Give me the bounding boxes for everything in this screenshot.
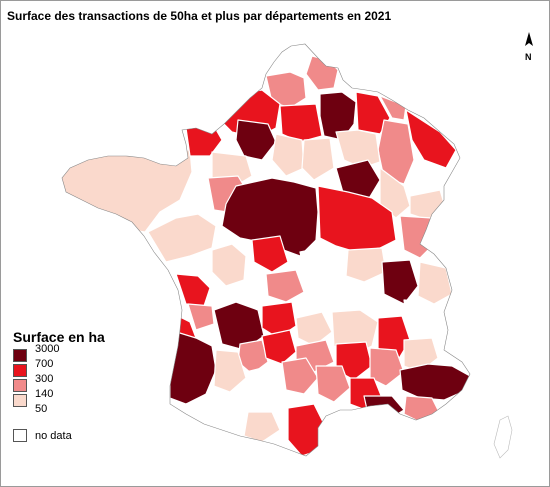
calvados-department [235, 119, 277, 161]
deux-sevres-department [211, 243, 247, 287]
legend-row: 140 [13, 388, 105, 409]
haute-marne-department [379, 167, 411, 219]
legend-row: no data [13, 429, 105, 444]
aveyron-department [315, 365, 351, 403]
eure-et-loir-department [271, 133, 305, 177]
legend-row: 700 [13, 358, 105, 379]
north-arrow-icon [525, 32, 533, 46]
legend-swatch-140-300 [13, 379, 27, 392]
indre-department [251, 235, 289, 273]
lot-department [261, 329, 297, 365]
legend-break-50: 50 [35, 403, 48, 415]
loire-atlantique-department [147, 213, 217, 263]
north-label: N [525, 52, 532, 62]
legend-swatch-700-3000 [13, 349, 27, 362]
legend-no-data-label: no data [35, 430, 72, 442]
creuse-department [265, 269, 305, 303]
legend-break-700: 700 [35, 358, 54, 370]
charente-maritime-north-department [187, 303, 215, 331]
isere-department [403, 299, 437, 345]
corsica [493, 415, 513, 459]
allier-department [299, 245, 345, 287]
savoie-department [417, 261, 453, 305]
centre-region [221, 177, 319, 257]
gers-department [245, 365, 283, 405]
legend-swatch-50-140 [13, 394, 27, 407]
hautes-pyrenees-department [243, 411, 281, 443]
legend-swatch-no-data [13, 429, 27, 442]
landes-department [213, 349, 247, 393]
tarn-department [281, 357, 319, 395]
legend-rows: 3000 700 300 140 50 no data [13, 343, 105, 444]
north-arrow: N [520, 30, 538, 66]
burgundy-region [317, 185, 397, 253]
legend-row: 50 [13, 403, 105, 429]
legend-swatch-300-700 [13, 364, 27, 377]
legend-break-3000: 3000 [35, 343, 60, 355]
marne-department [335, 129, 381, 169]
map-legend: Surface en ha 3000 700 300 140 50 no dat… [13, 329, 105, 444]
vendee-department [175, 273, 211, 307]
legend-row: 3000 [13, 343, 105, 364]
legend-title: Surface en ha [13, 329, 105, 345]
map-title: Surface des transactions de 50ha et plus… [7, 9, 392, 23]
legend-break-300: 300 [35, 373, 54, 385]
correze-department [295, 311, 333, 347]
gironde-department [169, 329, 217, 405]
haute-saone-department [409, 189, 447, 221]
legend-break-140: 140 [35, 388, 54, 400]
ain-department [381, 259, 419, 305]
legend-row: 300 [13, 373, 105, 394]
ardeche-department [369, 347, 405, 387]
essonne-department [301, 137, 335, 181]
saone-et-loire-department [345, 247, 387, 283]
